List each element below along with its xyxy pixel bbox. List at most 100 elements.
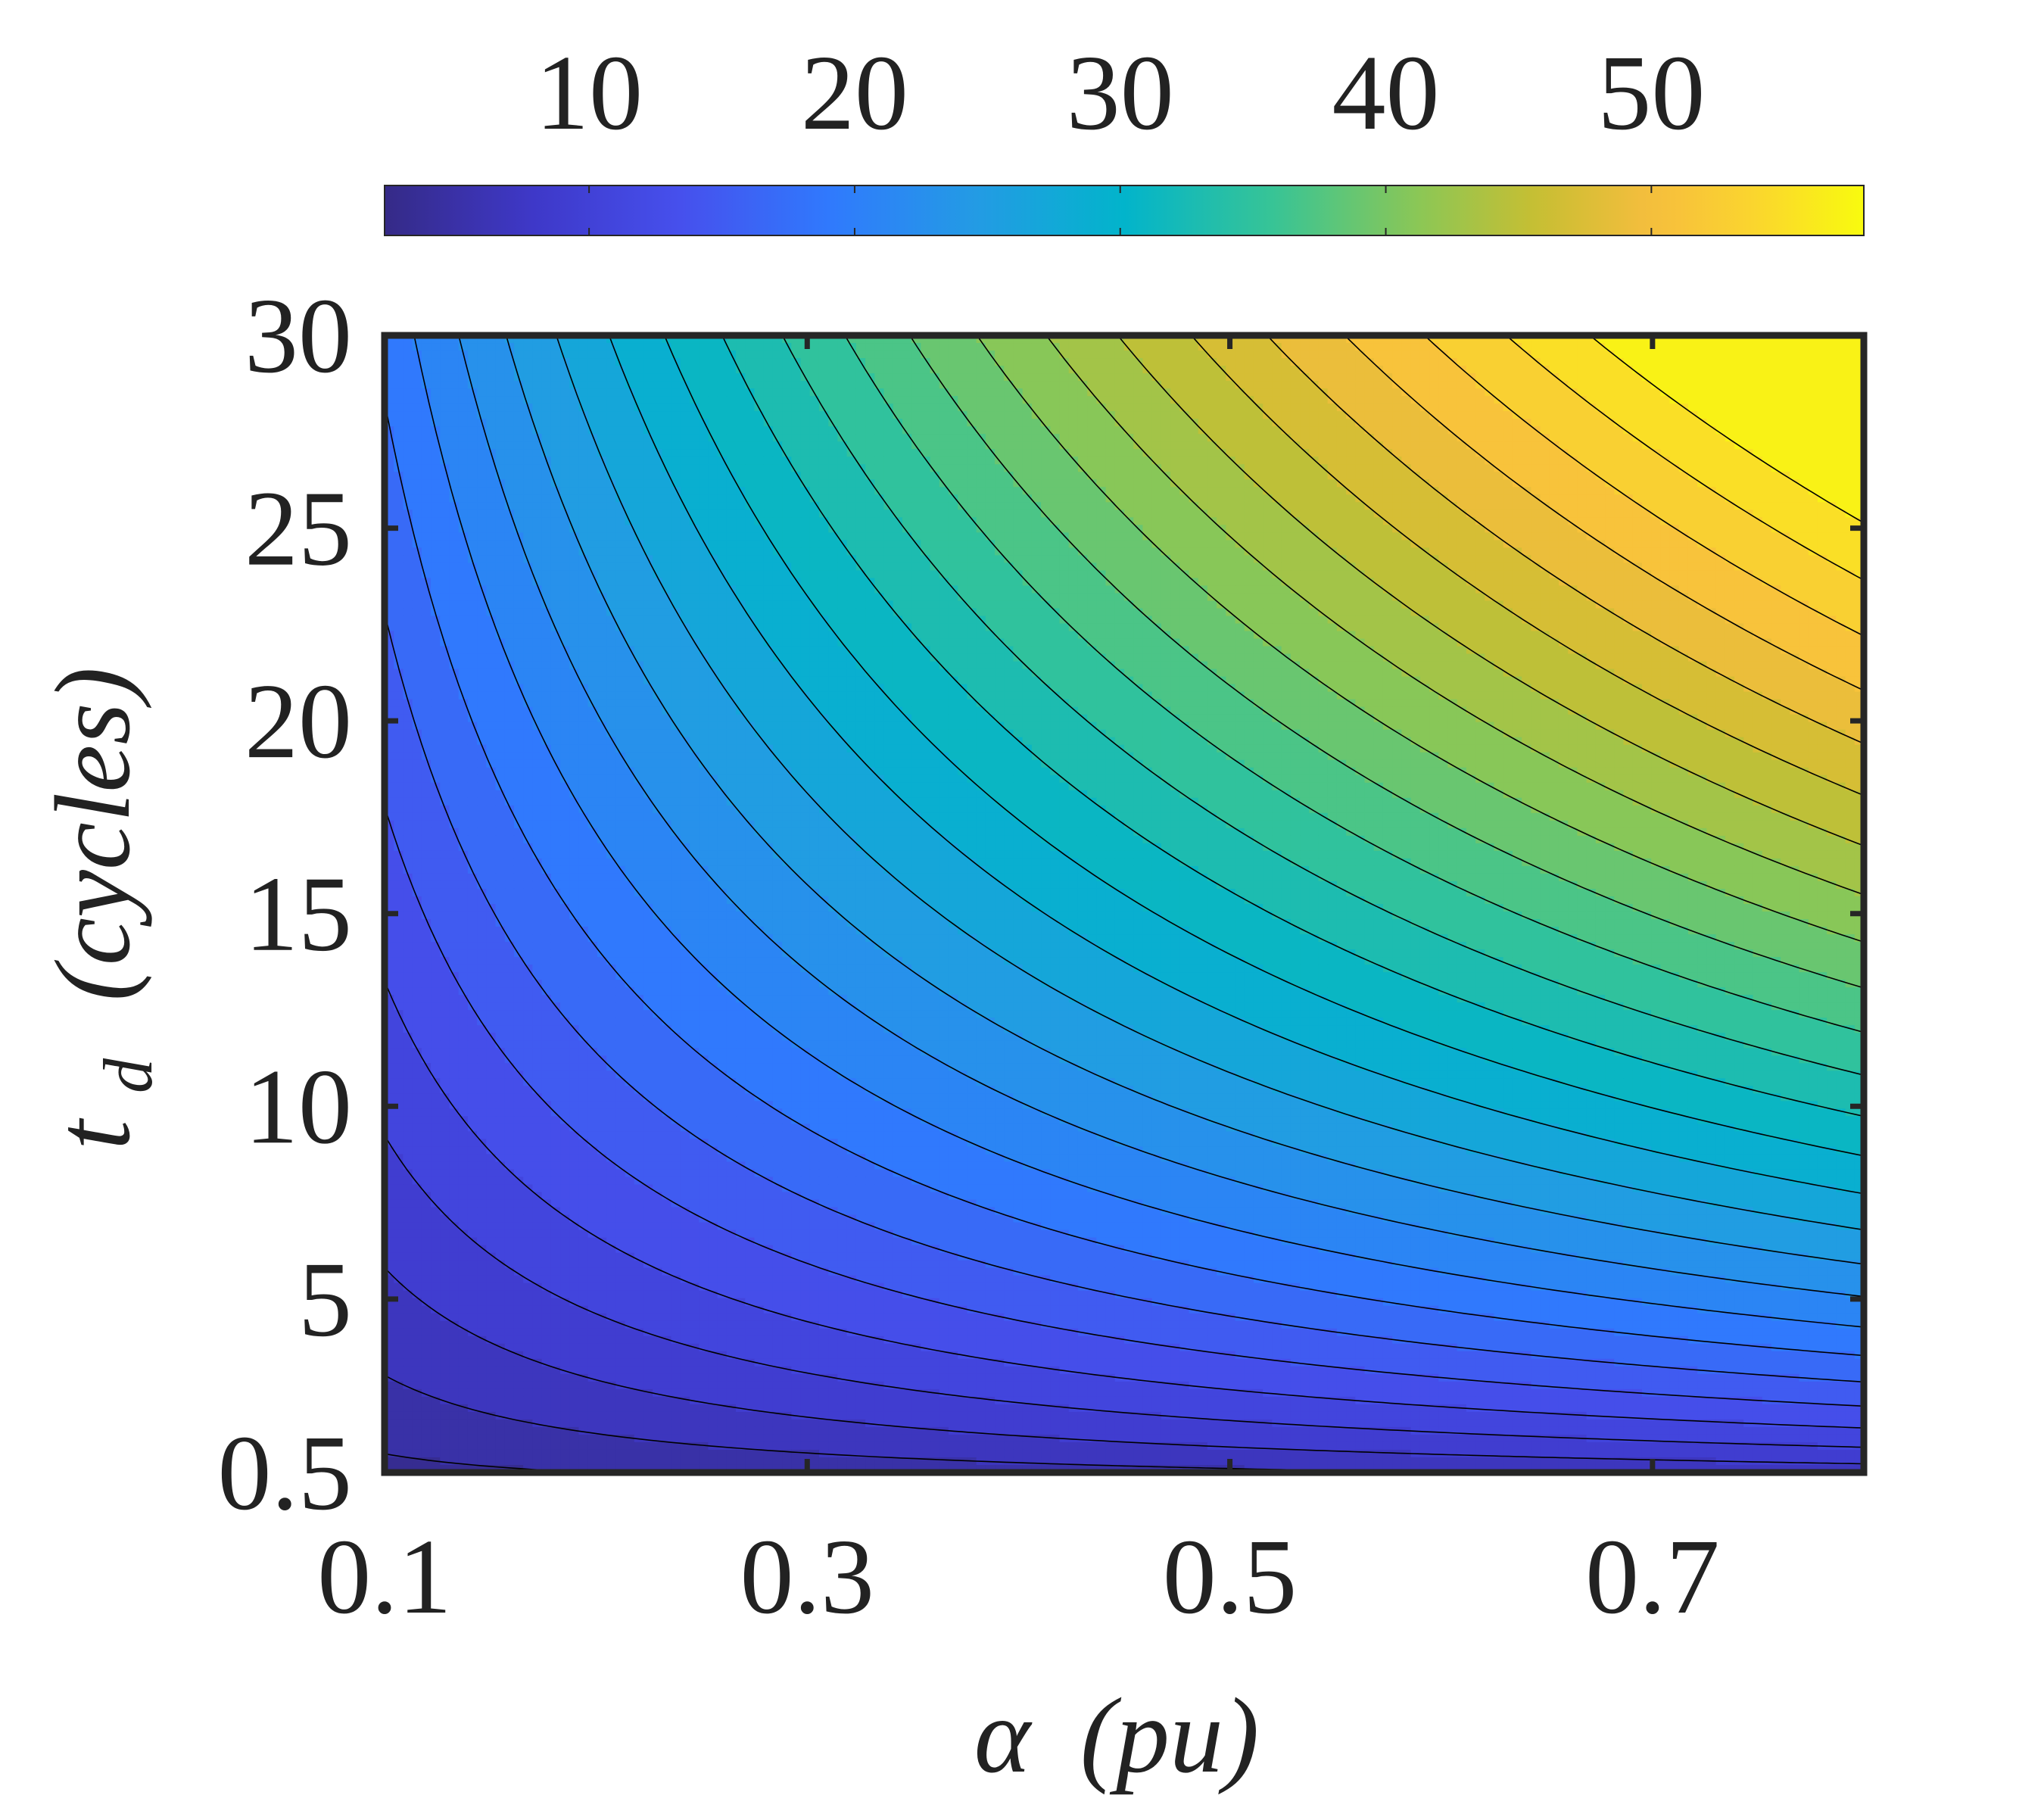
contour-cell xyxy=(1328,351,1338,359)
contour-cell xyxy=(468,343,478,351)
contour-cell xyxy=(1743,502,1753,510)
contour-cell xyxy=(1559,434,1569,442)
contour-cell xyxy=(1041,343,1051,351)
contour-cell xyxy=(1743,373,1753,382)
contour-cell xyxy=(755,343,765,351)
contour-cell xyxy=(1124,396,1134,404)
contour-cell xyxy=(745,547,755,556)
contour-cell xyxy=(440,381,450,389)
contour-cell xyxy=(736,381,746,389)
contour-cell xyxy=(1152,457,1162,465)
contour-cell xyxy=(1438,510,1448,518)
contour-cell xyxy=(440,411,450,419)
contour-cell xyxy=(1466,547,1476,556)
contour-cell xyxy=(1550,479,1559,488)
contour-cell xyxy=(1309,547,1319,556)
contour-cell xyxy=(394,555,404,563)
contour-cell xyxy=(523,532,533,541)
contour-cell xyxy=(1522,358,1531,366)
contour-cell xyxy=(1429,464,1439,472)
contour-cell xyxy=(1790,404,1799,412)
contour-cell xyxy=(1023,479,1033,488)
contour-cell xyxy=(1365,502,1375,510)
contour-cell xyxy=(1559,411,1569,419)
contour-cell xyxy=(560,449,570,457)
contour-cell xyxy=(1836,358,1846,366)
contour-cell xyxy=(1374,502,1384,510)
contour-cell xyxy=(1568,532,1578,541)
contour-cell xyxy=(995,525,1005,533)
contour-cell xyxy=(1032,449,1042,457)
contour-cell xyxy=(745,563,755,571)
contour-cell xyxy=(1503,517,1513,525)
contour-cell xyxy=(1743,472,1753,480)
contour-cell xyxy=(1124,381,1134,389)
contour-cell xyxy=(1734,358,1744,366)
contour-cell xyxy=(1235,479,1245,488)
contour-cell xyxy=(977,547,986,556)
contour-cell xyxy=(1263,388,1273,397)
contour-cell xyxy=(606,494,616,503)
contour-cell xyxy=(523,464,533,472)
contour-cell xyxy=(1642,540,1652,548)
contour-cell xyxy=(883,487,893,495)
contour-cell xyxy=(1799,373,1809,382)
contour-cell xyxy=(560,404,570,412)
contour-cell xyxy=(1688,351,1698,359)
contour-cell xyxy=(764,358,774,366)
contour-cell xyxy=(532,510,542,518)
contour-cell xyxy=(1152,411,1162,419)
contour-cell xyxy=(865,457,875,465)
contour-cell xyxy=(468,351,478,359)
contour-cell xyxy=(1420,563,1430,571)
contour-cell xyxy=(542,343,552,351)
contour-cell xyxy=(1207,555,1217,563)
contour-cell xyxy=(1355,358,1365,366)
contour-cell xyxy=(1328,419,1338,427)
contour-cell xyxy=(606,419,616,427)
contour-cell xyxy=(459,343,469,351)
contour-cell xyxy=(422,540,432,548)
contour-cell xyxy=(1513,532,1522,541)
contour-cell xyxy=(930,510,940,518)
contour-cell xyxy=(893,441,903,450)
contour-cell xyxy=(486,404,496,412)
contour-cell xyxy=(468,441,478,450)
contour-cell xyxy=(930,449,940,457)
contour-cell xyxy=(1124,366,1134,374)
contour-cell xyxy=(449,404,459,412)
contour-cell xyxy=(1115,540,1125,548)
contour-cell xyxy=(449,502,459,510)
contour-cell xyxy=(1170,373,1180,382)
contour-cell xyxy=(727,434,737,442)
colorbar: 10 20 30 40 50 xyxy=(385,33,1864,235)
contour-cell xyxy=(681,457,690,465)
contour-cell xyxy=(1133,351,1143,359)
contour-cell xyxy=(1170,411,1180,419)
contour-cell xyxy=(394,388,404,397)
contour-cell xyxy=(1753,388,1762,397)
contour-cell xyxy=(1550,396,1559,404)
contour-cell xyxy=(718,464,728,472)
contour-cell xyxy=(1420,381,1430,389)
contour-cell xyxy=(810,434,820,442)
contour-cell xyxy=(1346,388,1356,397)
contour-cell xyxy=(1198,464,1208,472)
contour-cell xyxy=(1207,366,1217,374)
contour-cell xyxy=(477,449,487,457)
contour-cell xyxy=(1457,502,1467,510)
contour-cell xyxy=(930,479,940,488)
contour-cell xyxy=(459,434,469,442)
contour-cell xyxy=(1587,555,1597,563)
contour-cell xyxy=(1541,343,1550,351)
contour-cell xyxy=(736,449,746,457)
contour-cell xyxy=(856,540,866,548)
contour-cell xyxy=(1559,532,1569,541)
contour-cell xyxy=(1836,547,1846,556)
contour-cell xyxy=(1217,472,1226,480)
contour-cell xyxy=(1318,404,1328,412)
contour-cell xyxy=(394,487,404,495)
contour-cell xyxy=(1115,404,1125,412)
contour-cell xyxy=(1254,540,1263,548)
contour-cell xyxy=(431,563,441,571)
